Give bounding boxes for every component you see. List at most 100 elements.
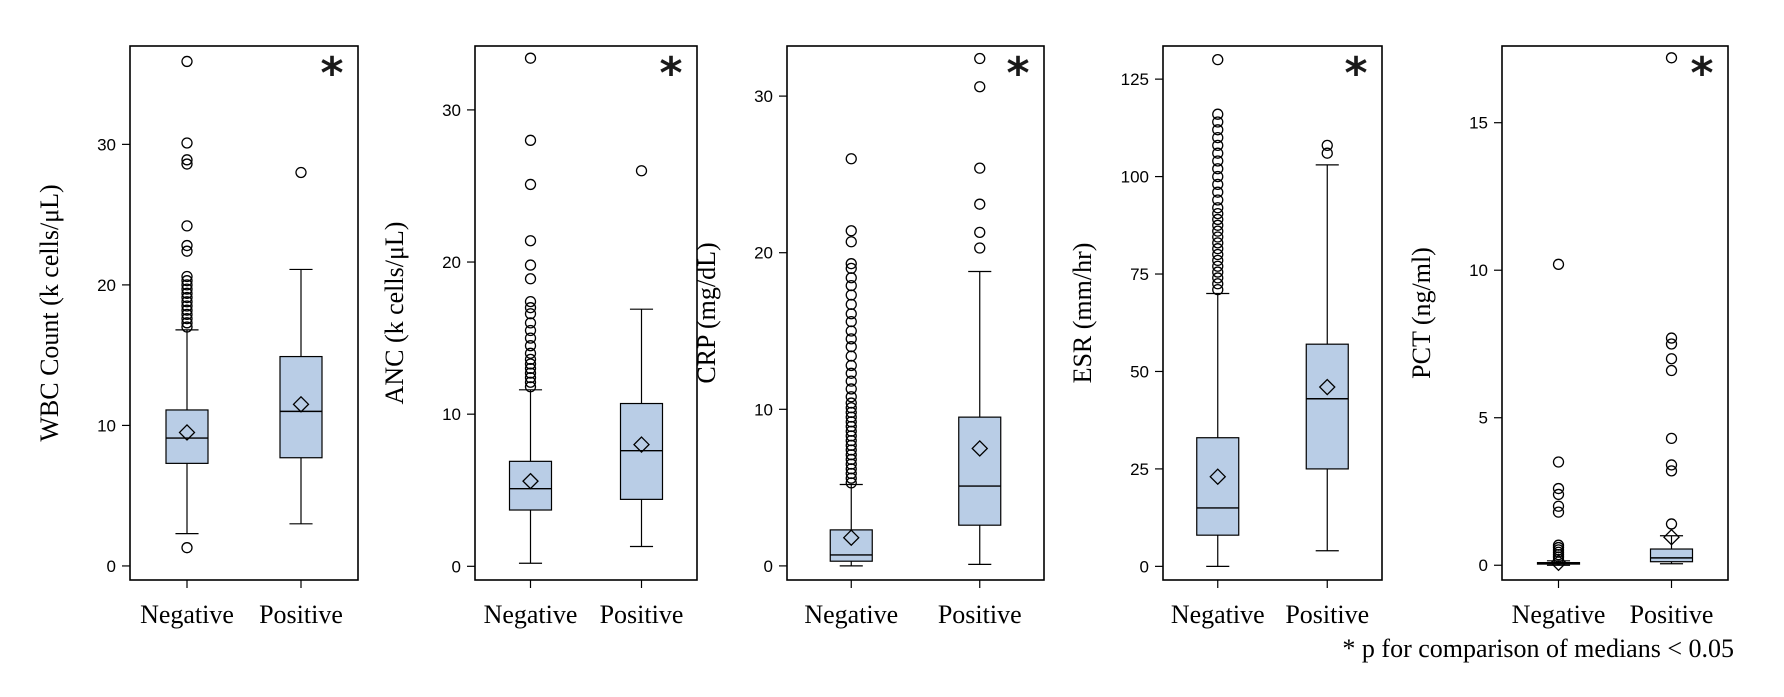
outlier-point <box>524 317 537 329</box>
outlier-point <box>1212 219 1224 231</box>
category-label-positive: Positive <box>938 600 1022 629</box>
outlier-point <box>295 166 307 179</box>
outlier-point <box>524 178 537 191</box>
outlier-point <box>1665 52 1678 64</box>
outlier-point <box>1665 364 1678 377</box>
outlier-point <box>1212 124 1224 136</box>
outlier-point <box>181 317 193 329</box>
outlier-point <box>524 308 537 320</box>
outlier-point <box>1212 53 1224 66</box>
outlier-point <box>1552 506 1565 518</box>
outlier-point <box>1212 131 1224 144</box>
mean-marker <box>971 440 989 457</box>
outlier-point <box>524 353 537 366</box>
category-label-positive: Positive <box>259 600 343 629</box>
category-label-negative: Negative <box>140 600 234 629</box>
outlier-point <box>524 235 537 247</box>
mean-marker <box>633 436 650 454</box>
iqr-box <box>279 355 323 459</box>
outlier-point <box>974 242 986 254</box>
y-tick-label: 75 <box>1130 265 1149 284</box>
outlier-point <box>845 315 857 328</box>
y-tick-label: 5 <box>1479 409 1488 428</box>
y-tick-label: 0 <box>1140 557 1149 576</box>
iqr-box <box>508 460 553 511</box>
outlier-point <box>524 259 537 271</box>
y-tick-label: 20 <box>442 253 461 272</box>
outlier-point <box>181 321 193 333</box>
plot-frame <box>1162 45 1383 581</box>
outlier-point <box>181 158 193 170</box>
outlier-point <box>1552 500 1565 512</box>
outlier-point <box>974 198 986 210</box>
outlier-point <box>845 289 857 301</box>
box-positive <box>1649 52 1694 565</box>
plot-frame <box>786 45 1045 581</box>
outlier-point <box>845 236 857 248</box>
outlier-point <box>181 137 193 149</box>
outlier-point <box>524 273 537 285</box>
outlier-point <box>635 165 648 177</box>
outlier-point <box>524 362 537 375</box>
outlier-point <box>181 220 193 232</box>
outlier-point <box>1212 108 1224 120</box>
outlier-point <box>181 296 193 308</box>
outlier-point <box>1212 202 1224 214</box>
outlier-point <box>524 295 537 308</box>
outlier-point <box>524 372 537 384</box>
outlier-point <box>1665 332 1678 344</box>
outlier-point <box>845 383 857 395</box>
outlier-point <box>1212 170 1224 183</box>
y-tick-label: 125 <box>1121 70 1149 89</box>
outlier-point <box>181 55 193 68</box>
iqr-box <box>1196 437 1240 536</box>
outlier-point <box>181 542 193 554</box>
outlier-point <box>845 333 857 345</box>
outlier-point <box>524 367 537 379</box>
outlier-point <box>181 291 193 304</box>
box-positive <box>1305 139 1349 552</box>
outlier-point <box>1212 116 1224 128</box>
box-negative <box>165 55 209 554</box>
y-tick-label: 10 <box>442 405 461 424</box>
outlier-point <box>845 272 857 284</box>
outlier-point <box>1552 488 1565 501</box>
significance-star: * <box>320 48 343 99</box>
box-negative <box>1536 258 1581 572</box>
panel-1: 0 10 20 30 WBC Count (k cells/μL) Negative Pos… <box>35 45 359 629</box>
outlier-point <box>1665 465 1678 477</box>
outlier-point <box>1212 260 1224 272</box>
outlier-point <box>845 341 857 353</box>
box-positive <box>958 52 1002 565</box>
outlier-point <box>1212 213 1224 226</box>
outlier-point <box>181 312 193 325</box>
iqr-box <box>165 409 209 464</box>
outlier-point <box>181 300 193 312</box>
panel-4: 0 25 50 75 100 125 ESR (mm/hr) Negative Positive… <box>1068 45 1383 629</box>
outlier-point <box>1212 237 1224 249</box>
y-tick-label: 0 <box>764 557 773 576</box>
significance-star: * <box>1344 48 1367 99</box>
outlier-point <box>845 397 857 409</box>
category-label-negative: Negative <box>1171 600 1265 629</box>
mean-marker <box>842 529 860 547</box>
outlier-point <box>1665 459 1678 471</box>
outlier-point <box>845 258 857 270</box>
y-axis-label: ESR (mm/hr) <box>1068 243 1097 384</box>
outlier-point <box>845 262 857 275</box>
category-label-positive: Positive <box>1630 600 1714 629</box>
outlier-point <box>1552 258 1565 270</box>
y-tick-label: 15 <box>1469 114 1488 133</box>
outlier-point <box>181 308 193 321</box>
outlier-point <box>524 381 537 393</box>
y-axis-label: CRP (mg/dL) <box>692 242 721 383</box>
outlier-point <box>524 332 537 344</box>
outlier-point <box>845 402 857 414</box>
y-tick-label: 10 <box>754 400 773 419</box>
outlier-point <box>845 350 857 362</box>
outlier-point <box>845 367 857 379</box>
y-tick-label: 0 <box>452 557 461 576</box>
outlier-point <box>1212 283 1224 296</box>
outlier-point <box>181 275 193 287</box>
plot-frame <box>129 45 359 581</box>
